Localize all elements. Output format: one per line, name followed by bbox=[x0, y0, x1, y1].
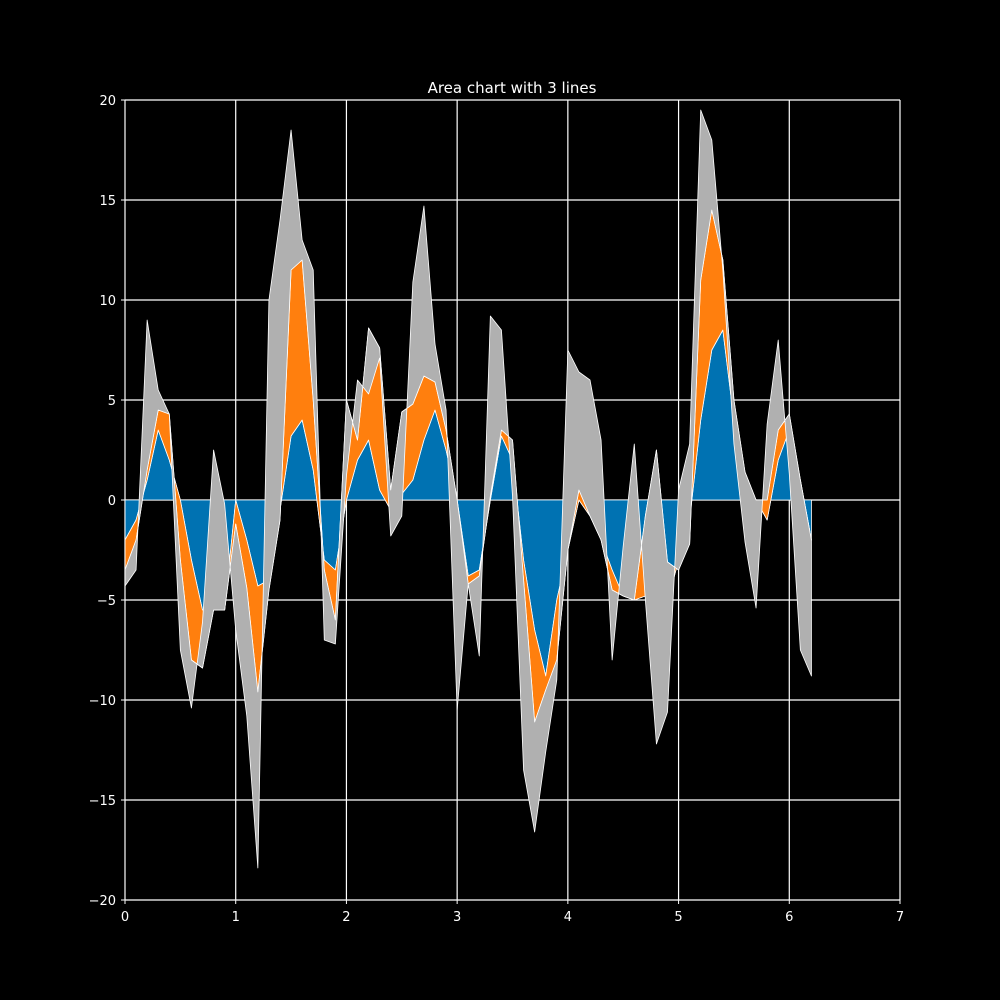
x-tick-label-6: 6 bbox=[785, 910, 793, 925]
area-series-group bbox=[124, 109, 812, 869]
y-tick-label-5: 5 bbox=[108, 394, 116, 409]
x-tick-label-1: 1 bbox=[232, 910, 240, 925]
x-tick-label-0: 0 bbox=[121, 910, 129, 925]
y-axis-ticks: −20 −15 −10 −5 0 5 10 15 20 bbox=[89, 94, 125, 909]
x-axis-ticks: 0 1 2 3 4 5 6 7 bbox=[121, 900, 904, 925]
x-tick-label-5: 5 bbox=[674, 910, 682, 925]
x-tick-label-3: 3 bbox=[453, 910, 461, 925]
y-tick-label-6: 10 bbox=[99, 294, 116, 309]
area-series-3 bbox=[124, 109, 812, 869]
y-tick-label-3: −5 bbox=[97, 594, 116, 609]
x-tick-label-4: 4 bbox=[564, 910, 572, 925]
y-tick-label-1: −15 bbox=[89, 794, 116, 809]
y-tick-label-0: −20 bbox=[89, 894, 116, 909]
y-tick-label-4: 0 bbox=[108, 494, 116, 509]
x-tick-label-7: 7 bbox=[896, 910, 904, 925]
y-tick-label-8: 20 bbox=[99, 94, 116, 109]
y-tick-label-7: 15 bbox=[99, 194, 116, 209]
chart-title: Area chart with 3 lines bbox=[428, 79, 597, 97]
y-tick-label-2: −10 bbox=[89, 694, 116, 709]
x-tick-label-2: 2 bbox=[342, 910, 350, 925]
